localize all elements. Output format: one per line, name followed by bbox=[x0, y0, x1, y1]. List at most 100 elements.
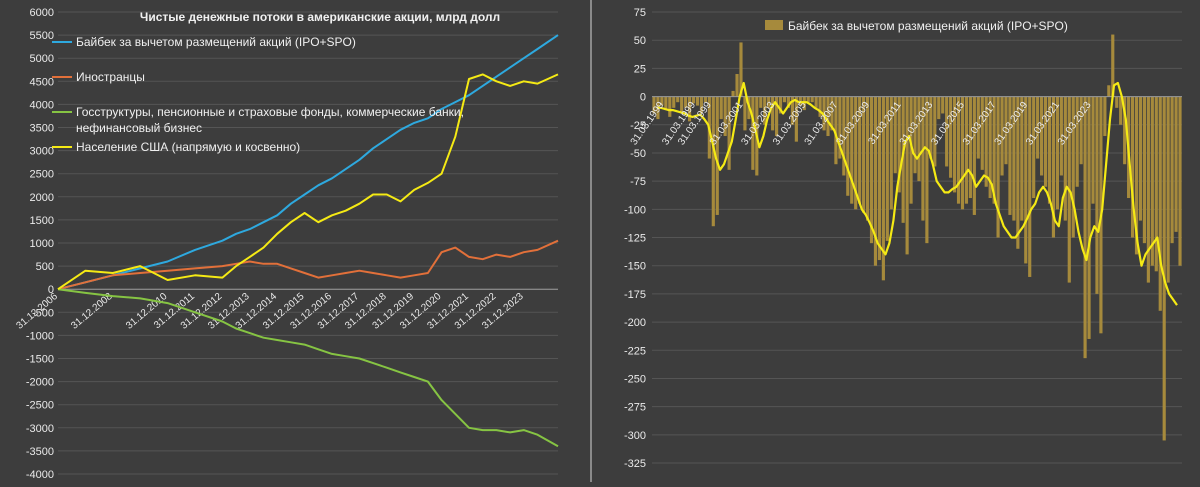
legend-label-institutions: Госструктуры, пенсионные и страховые фон… bbox=[76, 105, 464, 135]
y-tick-label: -125 bbox=[624, 233, 646, 245]
bar bbox=[1170, 96, 1174, 244]
bar bbox=[862, 96, 866, 213]
bar bbox=[885, 96, 889, 241]
line-foreigners bbox=[57, 239, 559, 291]
bar bbox=[1087, 96, 1091, 339]
y-tick-label: 1000 bbox=[30, 238, 54, 250]
bar bbox=[695, 96, 700, 106]
bar bbox=[1111, 34, 1115, 97]
bar bbox=[1051, 96, 1056, 238]
bar bbox=[798, 96, 802, 106]
bar bbox=[826, 96, 830, 137]
legend-label-buyback: Байбек за вычетом размещений акций (IPO+… bbox=[788, 19, 1068, 33]
bar bbox=[945, 96, 949, 167]
bar bbox=[909, 96, 913, 204]
legend-item-institutions: Госструктуры, пенсионные и страховые фон… bbox=[52, 105, 464, 135]
bar bbox=[1103, 96, 1107, 137]
bar bbox=[1134, 96, 1139, 255]
bar bbox=[1036, 96, 1040, 159]
bar bbox=[917, 96, 921, 182]
bar bbox=[1075, 96, 1079, 187]
bar bbox=[1178, 96, 1182, 266]
bar bbox=[964, 96, 969, 204]
bar bbox=[739, 42, 743, 97]
bar bbox=[1040, 96, 1044, 176]
bar bbox=[1158, 96, 1162, 311]
line-institutions bbox=[57, 288, 559, 448]
bar bbox=[1004, 96, 1008, 165]
chart-title: Чистые денежные потоки в американские ак… bbox=[140, 10, 500, 24]
bar bbox=[1079, 96, 1083, 165]
bar bbox=[929, 96, 933, 159]
bar bbox=[992, 96, 996, 204]
bar bbox=[893, 96, 897, 174]
x-tick-label: 31.12.2008 bbox=[69, 291, 115, 332]
legend-label-foreigners: Иностранцы bbox=[76, 70, 145, 84]
bar bbox=[1154, 96, 1158, 272]
bar bbox=[865, 96, 870, 221]
bar bbox=[1071, 96, 1075, 238]
y-tick-label: -500 bbox=[32, 307, 54, 319]
left-chart-panel: Чистые денежные потоки в американские ак… bbox=[0, 0, 590, 482]
y-tick-label: -50 bbox=[630, 148, 646, 160]
bar bbox=[814, 96, 818, 108]
bar bbox=[1107, 85, 1111, 97]
y-tick-label: -1000 bbox=[26, 330, 54, 342]
bar bbox=[763, 96, 767, 125]
right-chart: -325-300-275-250-225-200-175-150-125-100… bbox=[624, 7, 1182, 470]
bar bbox=[767, 96, 771, 108]
left-chart: Чистые денежные потоки в американские ак… bbox=[15, 7, 559, 481]
chart-legend: Байбек за вычетом размещений акций (IPO+… bbox=[52, 35, 464, 154]
bar bbox=[778, 96, 783, 114]
bar bbox=[672, 96, 676, 108]
bar bbox=[996, 96, 1000, 238]
bar bbox=[1115, 96, 1119, 108]
bar bbox=[676, 96, 680, 103]
bar bbox=[1043, 96, 1048, 187]
y-tick-label: 3000 bbox=[30, 146, 54, 158]
bar bbox=[956, 96, 961, 204]
bar bbox=[873, 96, 878, 266]
bar bbox=[1123, 96, 1127, 165]
y-tick-label: -25 bbox=[630, 120, 646, 132]
y-tick-label: -2500 bbox=[26, 400, 54, 412]
legend-label-households: Население США (напрямую и косвенно) bbox=[76, 140, 300, 154]
bar bbox=[699, 96, 704, 114]
bar bbox=[806, 96, 810, 103]
bar bbox=[727, 96, 731, 170]
bar bbox=[810, 96, 814, 103]
bar bbox=[1059, 96, 1063, 176]
bar bbox=[1142, 96, 1146, 244]
bar bbox=[1028, 96, 1032, 277]
bar bbox=[968, 96, 972, 199]
y-tick-label: 0 bbox=[640, 92, 646, 104]
y-tick-label: -3500 bbox=[26, 446, 54, 458]
y-tick-label: -175 bbox=[624, 289, 646, 301]
y-tick-label: 2500 bbox=[30, 169, 54, 181]
bar bbox=[877, 96, 881, 261]
y-tick-label: -225 bbox=[624, 345, 646, 357]
bar bbox=[775, 96, 779, 137]
bar bbox=[818, 96, 822, 117]
bar bbox=[869, 96, 874, 244]
y-tick-label: 0 bbox=[48, 284, 54, 296]
y-tick-label: 5500 bbox=[30, 30, 54, 42]
bar bbox=[1012, 96, 1016, 221]
y-tick-label: -75 bbox=[630, 176, 646, 188]
bar bbox=[858, 96, 862, 204]
bar bbox=[691, 96, 696, 104]
legend-item-households: Население США (напрямую и косвенно) bbox=[52, 140, 300, 154]
bar bbox=[1146, 96, 1150, 283]
bar bbox=[901, 96, 905, 223]
bar bbox=[984, 96, 988, 187]
bar bbox=[751, 96, 755, 170]
bar bbox=[1166, 96, 1170, 283]
bar bbox=[921, 96, 925, 221]
bar bbox=[794, 96, 798, 142]
legend-item-buyback: Байбек за вычетом размещений акций (IPO+… bbox=[52, 35, 356, 49]
panel-divider bbox=[590, 0, 592, 482]
bar bbox=[941, 96, 945, 114]
line-households bbox=[57, 73, 559, 291]
y-tick-label: 3500 bbox=[30, 123, 54, 135]
y-tick-label: -275 bbox=[624, 402, 646, 414]
